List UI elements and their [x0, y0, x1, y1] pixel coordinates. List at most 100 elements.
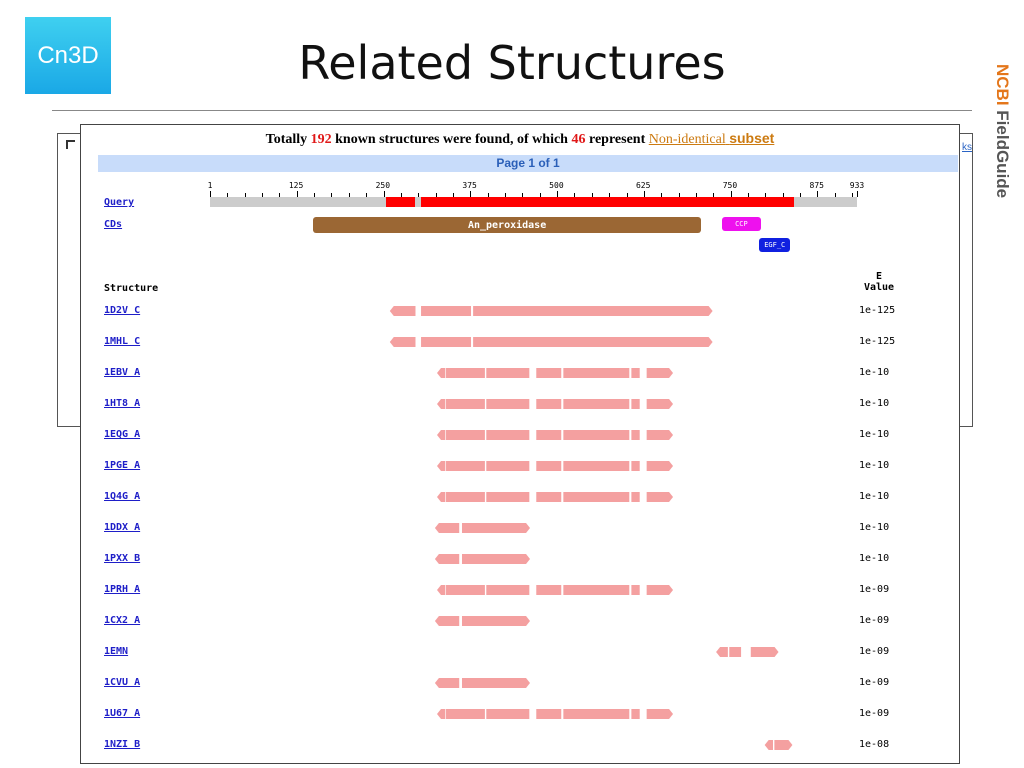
subset-link-part2: subset: [729, 130, 775, 146]
ruler-tick-label: 375: [462, 181, 477, 190]
structure-link[interactable]: 1EBV A: [104, 367, 141, 378]
ruler-tick: [748, 193, 749, 197]
cd-domain-ccp[interactable]: CCP: [721, 217, 762, 231]
summary-middle: known structures were found, of which: [335, 132, 568, 147]
alignment-track[interactable]: [81, 305, 959, 317]
evalue-cell: 1e-10: [859, 553, 890, 564]
alignment-segment: [563, 399, 630, 409]
ruler-tick: [452, 193, 454, 197]
alignment-track[interactable]: [81, 739, 959, 751]
cd-domain-an-peroxidase[interactable]: An_peroxidase: [313, 217, 701, 233]
alignment-segment: [461, 678, 531, 688]
structure-link[interactable]: 1PGE A: [104, 460, 141, 471]
alignment-track[interactable]: [81, 553, 959, 565]
ruler-tick: [609, 193, 611, 197]
structure-link[interactable]: 1U67 A: [104, 708, 141, 719]
ruler-tick: [539, 193, 541, 197]
ruler-tick-label: 125: [288, 181, 304, 190]
alignment-segment: [536, 430, 562, 440]
alignment-track[interactable]: [81, 367, 959, 379]
ruler-tick: [244, 193, 246, 197]
alignment-segment: [563, 492, 630, 502]
ruler-tick-label: 500: [549, 181, 564, 190]
ruler-tick: [713, 193, 715, 197]
ruler-tick: [348, 193, 350, 197]
structure-link[interactable]: 1PXX B: [104, 553, 141, 564]
alignment-segment: [473, 306, 713, 316]
ruler-tick: [331, 193, 333, 197]
alignment-segment: [563, 461, 630, 471]
structure-link[interactable]: 1NZI B: [104, 739, 141, 750]
alignment-segment: [536, 492, 562, 502]
alignment-segment: [536, 399, 562, 409]
page-indicator-bar: Page 1 of 1: [98, 155, 958, 172]
alignment-segment: [646, 585, 674, 595]
alignment-track[interactable]: [81, 522, 959, 534]
alignment-track[interactable]: [81, 708, 959, 720]
cd-domain-egf-c[interactable]: EGF_C: [759, 238, 791, 252]
structure-link[interactable]: 1HT8 A: [104, 398, 141, 409]
alignment-track[interactable]: [81, 429, 959, 441]
structure-link[interactable]: 1MHL C: [104, 336, 141, 347]
query-aligned-segment: [386, 197, 416, 207]
alignment-track[interactable]: [81, 460, 959, 472]
evalue-cell: 1e-09: [859, 708, 890, 719]
alignment-track[interactable]: [81, 615, 959, 627]
evalue-cell: 1e-10: [859, 460, 890, 471]
ncbi-fieldguide-label: NCBI FieldGuide: [992, 64, 1012, 198]
non-identical-subset-link[interactable]: Non-identical subset: [649, 130, 775, 147]
ruler-tick: [591, 193, 593, 197]
alignment-segment: [536, 709, 562, 719]
structure-link[interactable]: 1Q4G A: [104, 491, 141, 502]
query-link[interactable]: Query: [104, 197, 135, 208]
ruler-tick: [262, 193, 264, 197]
summary-prefix: Totally: [265, 132, 308, 147]
ruler-tick: [557, 191, 559, 197]
alignment-segment: [486, 461, 530, 471]
title-divider: [52, 110, 972, 111]
ruler-tick: [661, 193, 663, 197]
alignment-segment: [473, 337, 713, 347]
alignment-track[interactable]: [81, 398, 959, 410]
alignment-segment: [437, 585, 446, 595]
structure-link[interactable]: 1CVU A: [104, 677, 141, 688]
alignment-segment: [421, 306, 472, 316]
ruler-tick-label: 625: [635, 181, 651, 190]
alignment-track[interactable]: [81, 646, 959, 658]
evalue-cell: 1e-09: [859, 584, 890, 595]
alignment-segment: [631, 399, 640, 409]
alignment-segment: [646, 399, 674, 409]
alignment-track[interactable]: [81, 677, 959, 689]
background-window-link[interactable]: ks: [962, 142, 972, 153]
ruler-tick-label: 1: [207, 181, 213, 190]
ruler-tick: [279, 193, 281, 197]
ruler-tick-label: 250: [375, 181, 391, 190]
structure-link[interactable]: 1D2V C: [104, 305, 141, 316]
alignment-segment: [486, 709, 530, 719]
alignment-segment: [461, 554, 531, 564]
alignment-segment: [437, 368, 446, 378]
structure-link[interactable]: 1EQG A: [104, 429, 141, 440]
ruler-tick: [643, 191, 645, 197]
alignment-track[interactable]: [81, 336, 959, 348]
ruler-tick-label: 750: [722, 181, 738, 190]
alignment-segment: [434, 616, 460, 626]
cds-link[interactable]: CDs: [104, 219, 123, 230]
alignment-segment: [750, 647, 779, 657]
structure-link[interactable]: 1DDX A: [104, 522, 141, 533]
alignment-segment: [764, 740, 774, 750]
evalue-cell: 1e-09: [859, 677, 890, 688]
ruler-tick: [366, 193, 368, 197]
alignment-track[interactable]: [81, 584, 959, 596]
ruler-tick: [505, 193, 507, 197]
alignment-segment: [729, 647, 742, 657]
ruler-tick: [730, 191, 732, 197]
alignment-segment: [389, 306, 416, 316]
alignment-track[interactable]: [81, 491, 959, 503]
ruler-tick: [574, 193, 576, 197]
alignment-segment: [631, 492, 640, 502]
structure-link[interactable]: 1PRH A: [104, 584, 141, 595]
alignment-segment: [646, 709, 674, 719]
structure-link[interactable]: 1EMN: [104, 646, 129, 657]
structure-link[interactable]: 1CX2 A: [104, 615, 141, 626]
